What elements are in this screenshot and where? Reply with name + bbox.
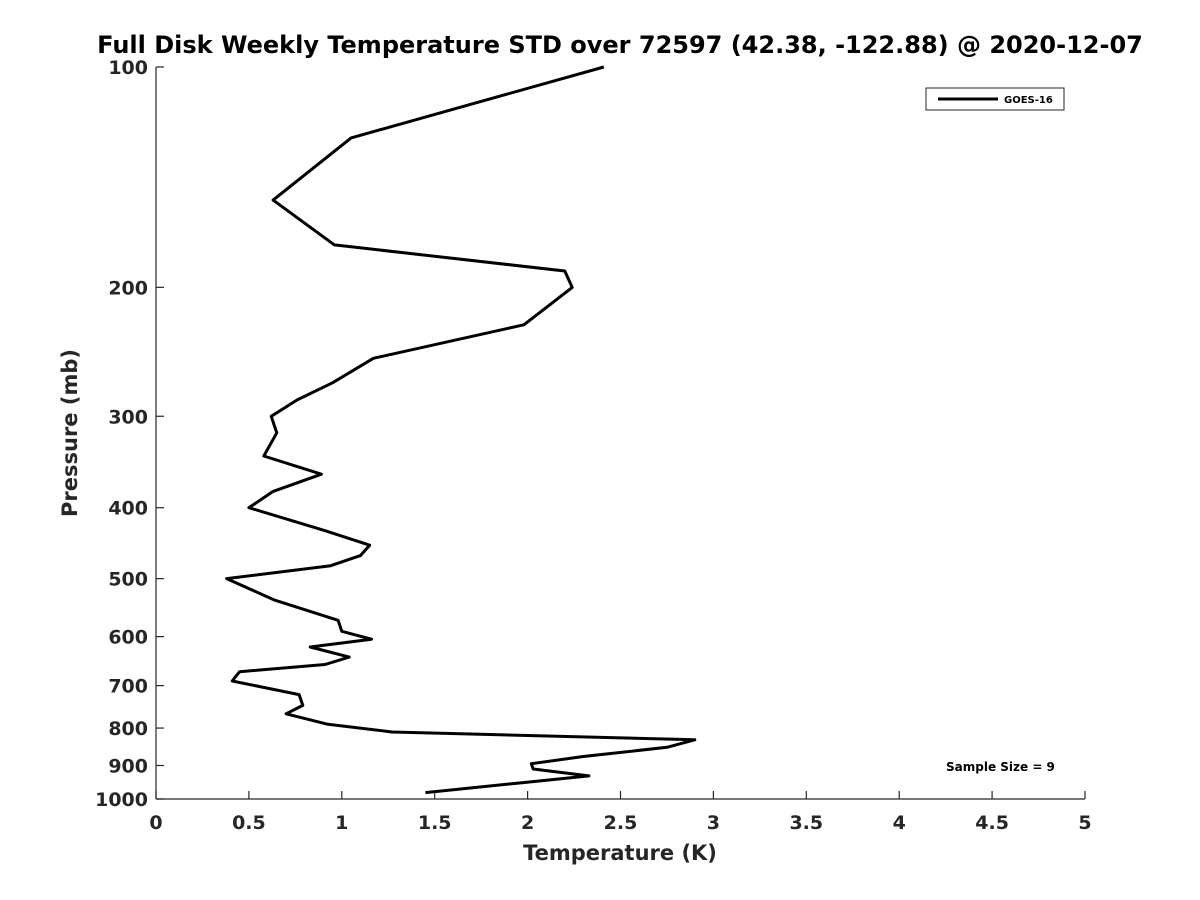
x-tick-label: 1 [335, 812, 348, 834]
y-axis-label: Pressure (mb) [58, 349, 82, 517]
y-tick-label: 200 [108, 277, 148, 299]
y-tick-label: 400 [108, 498, 148, 520]
series-group [225, 65, 697, 795]
y-tick-label: 800 [108, 718, 148, 740]
x-tick-label: 1.5 [418, 812, 452, 834]
sample-size-annotation: Sample Size = 9 [946, 760, 1055, 774]
y-tick-label: 600 [108, 627, 148, 649]
x-ticks: 0 0.5 1 1.5 2 2.5 3 3.5 4 4.5 5 [149, 791, 1092, 834]
y-tick-label: 300 [108, 406, 148, 428]
x-tick-label: 4 [893, 812, 906, 834]
y-tick-label: 100 [108, 57, 148, 79]
y-ticks: 100 200 300 400 500 600 700 800 900 1000 [95, 57, 164, 811]
x-tick-label: 5 [1078, 812, 1091, 834]
x-tick-label: 2.5 [604, 812, 638, 834]
x-tick-label: 3.5 [789, 812, 823, 834]
x-axis-label: Temperature (K) [523, 841, 717, 865]
x-tick-label: 3 [707, 812, 720, 834]
x-tick-label: 0.5 [232, 812, 266, 834]
y-tick-label: 900 [108, 756, 148, 778]
x-tick-label: 0 [149, 812, 162, 834]
y-tick-label: 1000 [95, 789, 148, 811]
x-tick-label: 4.5 [975, 812, 1009, 834]
x-tick-label: 2 [521, 812, 534, 834]
y-tick-label: 500 [108, 569, 148, 591]
plot-area: 0 0.5 1 1.5 2 2.5 3 3.5 4 4.5 5 100 200 300 400 500 600… [95, 57, 1092, 834]
y-tick-label: 700 [108, 676, 148, 698]
legend[interactable]: GOES-16 [925, 87, 1065, 111]
legend-label-goes16: GOES-16 [1004, 95, 1053, 106]
series-line-goes16 [225, 65, 697, 795]
chart-title: Full Disk Weekly Temperature STD over 72… [97, 31, 1143, 59]
